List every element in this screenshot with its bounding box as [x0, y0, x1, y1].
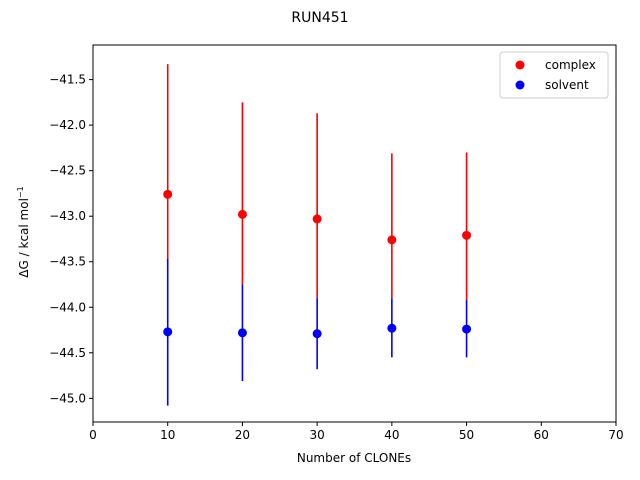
legend-marker-complex — [515, 60, 525, 70]
complex-point — [237, 209, 247, 219]
y-tick-label: −44.0 — [49, 300, 86, 314]
axes-frame — [92, 44, 617, 423]
complex-point — [387, 235, 397, 245]
legend: complex solvent — [499, 51, 609, 99]
x-tick-label: 20 — [235, 428, 250, 442]
solvent-point — [237, 328, 247, 338]
plot-area — [163, 64, 472, 406]
y-tick-label: −45.0 — [49, 391, 86, 405]
legend-box — [499, 51, 609, 99]
y-tick-label: −42.0 — [49, 118, 86, 132]
x-tick-label: 50 — [459, 428, 474, 442]
y-axis-label-exponent: −1 — [16, 186, 25, 198]
complex-point — [163, 189, 173, 199]
y-axis-label: ΔG / kcal mol−1 — [16, 186, 31, 277]
x-axis-label: Number of CLONEs — [297, 451, 411, 465]
solvent-point — [163, 327, 173, 337]
y-tick-label: −43.5 — [49, 255, 86, 269]
y-tick-label: −41.5 — [49, 73, 86, 87]
legend-marker-solvent — [515, 80, 525, 90]
y-tick-label: −44.5 — [49, 346, 86, 360]
x-tick-label: 40 — [384, 428, 399, 442]
x-tick-label: 30 — [310, 428, 325, 442]
y-axis-label-text: ΔG / kcal mol — [17, 198, 31, 278]
solvent-point — [462, 324, 472, 334]
x-tick-label: 60 — [534, 428, 549, 442]
x-axis-ticks: 0 10 20 30 40 50 60 70 — [89, 422, 624, 442]
x-tick-label: 70 — [608, 428, 623, 442]
y-tick-label: −42.5 — [49, 164, 86, 178]
y-tick-label: −43.0 — [49, 209, 86, 223]
legend-label-solvent: solvent — [545, 78, 589, 92]
legend-label-complex: complex — [545, 58, 596, 72]
solvent-point — [387, 323, 397, 333]
complex-point — [312, 214, 322, 224]
complex-point — [462, 230, 472, 240]
solvent-point — [312, 329, 322, 339]
chart-title: RUN451 — [291, 10, 348, 26]
x-tick-label: 10 — [160, 428, 175, 442]
x-tick-label: 0 — [89, 428, 97, 442]
y-axis-ticks: −45.0 −44.5 −44.0 −43.5 −43.0 −42.5 −42.0 −41.5 — [49, 73, 93, 405]
